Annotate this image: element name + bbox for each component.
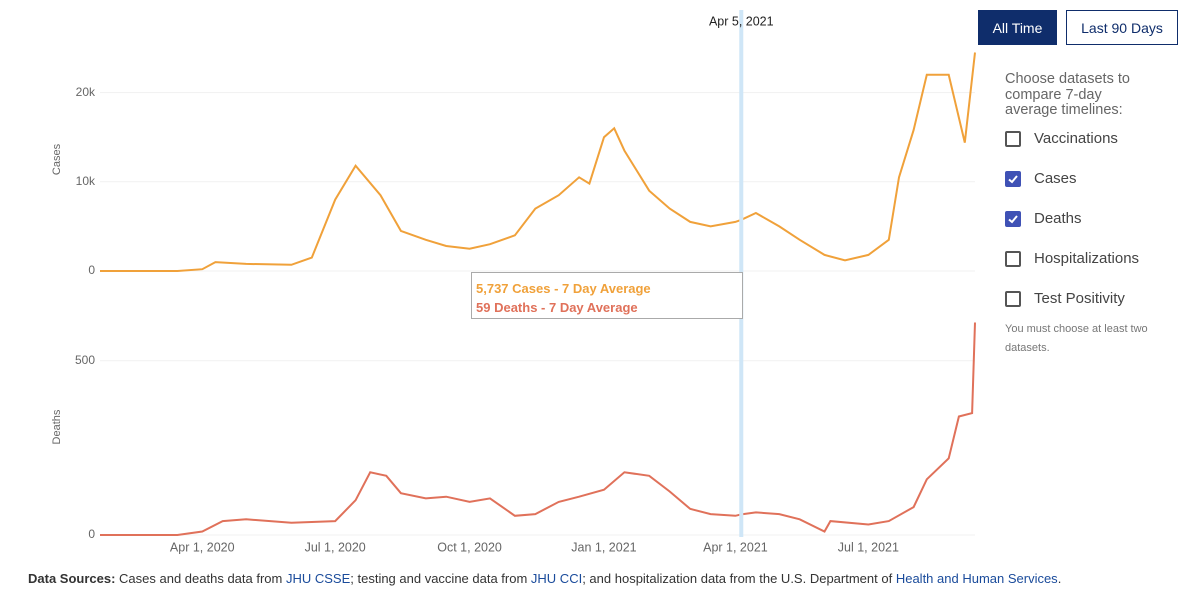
- footer-text: Data Sources:: [28, 571, 116, 586]
- x-tick-label: Jul 1, 2020: [305, 540, 366, 554]
- panel-heading: Choose datasets to compare 7-day average…: [1005, 71, 1130, 118]
- y-tick-label: 20k: [76, 85, 96, 99]
- dataset-option[interactable]: Deaths: [1005, 210, 1082, 227]
- x-tick-label: Apr 1, 2020: [170, 540, 235, 554]
- x-tick-label: Jan 1, 2021: [571, 540, 636, 554]
- option-label[interactable]: Hospitalizations: [1034, 250, 1140, 267]
- tooltip: 5,737 Cases - 7 Day Average 59 Deaths - …: [471, 272, 743, 319]
- range-button[interactable]: Last 90 Days: [1066, 10, 1178, 45]
- footer-text: .: [1057, 571, 1062, 586]
- panel-note: You must choose at least two datasets.: [1005, 323, 1148, 354]
- y-tick-label: 0: [88, 527, 95, 541]
- checkmark: [1008, 214, 1018, 223]
- data-line: [100, 322, 976, 536]
- dataset-option[interactable]: Cases: [1005, 170, 1077, 187]
- source-link[interactable]: JHU CCI: [530, 571, 583, 586]
- footer-text: Cases and deaths data from: [115, 571, 286, 586]
- footer-text: ; and hospitalization data from the U.S.…: [582, 571, 896, 586]
- y-axis-title: Cases: [51, 143, 63, 175]
- x-tick-label: Apr 1, 2021: [703, 540, 768, 554]
- footer: Data Sources: Cases and deaths data from…: [28, 571, 1061, 586]
- dataset-option[interactable]: Vaccinations: [1005, 130, 1118, 147]
- data-line: [100, 52, 976, 272]
- dataset-panel: Choose datasets to compare 7-day average…: [1005, 71, 1195, 354]
- checkbox[interactable]: [1005, 170, 1021, 187]
- checkbox[interactable]: [1005, 130, 1021, 147]
- footer-text: ; testing and vaccine data from: [350, 571, 531, 586]
- checkbox[interactable]: [1005, 250, 1021, 267]
- x-tick-label: Oct 1, 2020: [437, 540, 502, 554]
- option-label[interactable]: Test Positivity: [1034, 290, 1125, 307]
- option-label[interactable]: Vaccinations: [1034, 130, 1118, 147]
- tooltip-line: 5,737 Cases - 7 Day Average: [476, 281, 651, 296]
- y-axis-title: Deaths: [51, 409, 63, 444]
- hover-label: Apr 5, 2021: [709, 14, 774, 28]
- tooltip-line: 59 Deaths - 7 Day Average: [476, 300, 638, 315]
- range-button[interactable]: All Time: [978, 10, 1057, 45]
- checkbox[interactable]: [1005, 290, 1021, 307]
- option-label[interactable]: Deaths: [1034, 210, 1082, 227]
- dataset-option[interactable]: Hospitalizations: [1005, 250, 1139, 267]
- y-tick-label: 500: [75, 353, 95, 367]
- dataset-option[interactable]: Test Positivity: [1005, 290, 1125, 307]
- x-tick-label: Jul 1, 2021: [838, 540, 899, 554]
- y-tick-label: 0: [88, 263, 95, 277]
- source-link[interactable]: Health and Human Services: [895, 571, 1058, 586]
- y-tick-label: 10k: [76, 174, 96, 188]
- checkbox[interactable]: [1005, 210, 1021, 227]
- source-link[interactable]: JHU CSSE: [285, 571, 351, 586]
- checkmark: [1008, 174, 1018, 183]
- option-label[interactable]: Cases: [1034, 170, 1077, 187]
